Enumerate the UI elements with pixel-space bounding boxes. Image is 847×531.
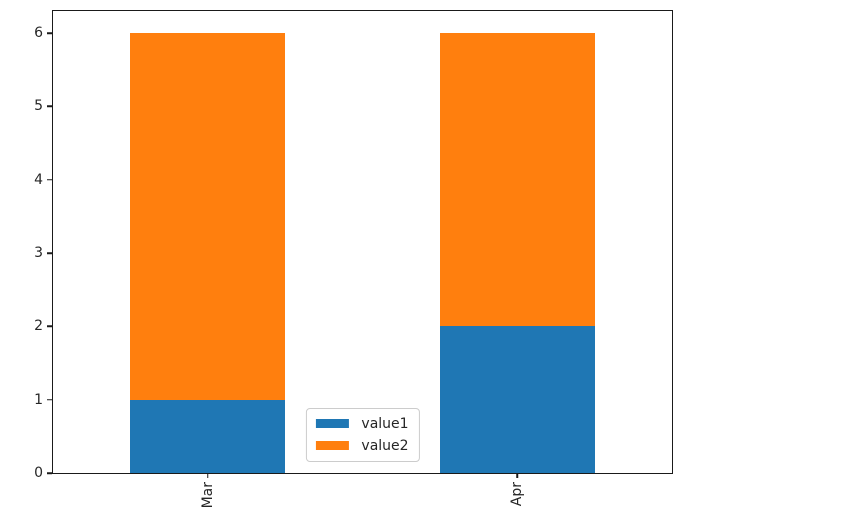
bar-segment-apr-value2 <box>439 33 595 327</box>
y-tick-label-0: 0 <box>34 465 43 481</box>
legend-row-value2: value2 <box>315 437 409 454</box>
y-tick-label-3: 3 <box>34 245 43 261</box>
legend-label-value1: value1 <box>361 415 409 432</box>
legend: value1 value2 <box>305 407 420 462</box>
legend-swatch-value2 <box>315 441 349 451</box>
y-tick-label-2: 2 <box>34 318 43 335</box>
y-tick-label-1: 1 <box>34 391 43 408</box>
legend-label-value2: value2 <box>361 437 409 454</box>
y-tick-5 <box>47 105 52 108</box>
bars-layer <box>53 11 672 473</box>
legend-swatch-value1 <box>315 419 349 429</box>
legend-row-value1: value1 <box>315 415 409 432</box>
y-tick-3 <box>47 252 52 254</box>
y-tick-label-4: 4 <box>34 171 43 188</box>
y-tick-4 <box>47 178 52 181</box>
y-tick-label-5: 5 <box>34 98 43 115</box>
y-tick-label-6: 6 <box>34 25 43 41</box>
x-tick-apr <box>516 474 518 478</box>
x-tick-label-mar: Mar <box>199 482 216 509</box>
y-tick-0 <box>47 472 52 474</box>
y-tick-6 <box>47 32 52 34</box>
bar-segment-apr-value1 <box>439 326 595 473</box>
x-tick-mar <box>207 474 209 478</box>
axes: 0 1 2 3 4 5 6 Mar Apr value1 value2 <box>34 10 673 508</box>
x-tick-label-apr: Apr <box>509 482 526 507</box>
y-tick-1 <box>47 398 52 401</box>
y-tick-2 <box>47 325 52 328</box>
bar-segment-mar-value1 <box>130 399 286 473</box>
bar-segment-mar-value2 <box>130 33 286 400</box>
